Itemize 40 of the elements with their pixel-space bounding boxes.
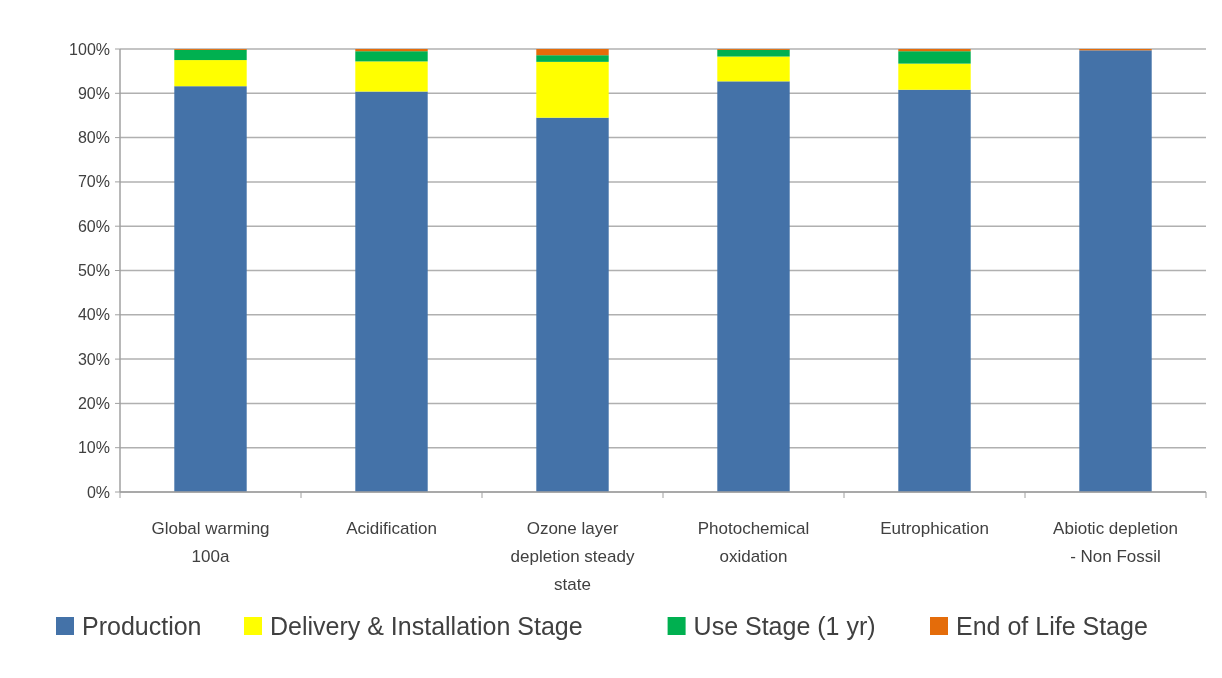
bar [536,49,609,56]
legend-label: Delivery & Installation Stage [270,612,583,640]
legend-label: Use Stage (1 yr) [693,612,876,640]
y-tick-label: 100% [69,40,110,58]
bar [355,51,428,62]
y-tick-label: 10% [77,439,110,457]
y-tick-label: 30% [77,350,110,368]
legend-label: End of Life Stage [956,612,1148,640]
bar [717,49,790,57]
bar [898,49,971,52]
bar [174,86,247,492]
y-tick-label: 80% [77,129,110,147]
y-tick-label: 70% [77,173,110,191]
bar [898,63,971,90]
bar [898,89,971,492]
legend-label: Production [82,612,202,640]
bar [717,81,790,492]
y-tick-label: 0% [86,483,110,501]
x-tick-label: Global warming 100a [151,519,270,566]
bar [174,60,247,87]
y-tick-label: 90% [77,84,110,102]
y-tick-label: 60% [77,217,110,235]
bar [1079,50,1152,492]
y-tick-label: 20% [77,394,110,412]
bar [355,91,428,492]
bar [717,56,790,82]
bar [355,49,428,52]
x-tick-label: Eutrophication [880,519,989,538]
x-tick-label: Photochemical oxidation [697,519,810,566]
bar [355,61,428,92]
bar [536,61,609,118]
bar [898,51,971,64]
bar [174,49,247,61]
y-tick-label: 40% [77,306,110,324]
x-tick-label: Ozone layer depletion steady state [510,519,635,594]
bar [536,117,609,492]
x-tick-label: Abiotic depletion - Non Fossil [1053,519,1178,566]
y-tick-label: 50% [77,262,110,279]
bar [536,55,609,62]
x-tick-label: Acidification [346,519,437,538]
